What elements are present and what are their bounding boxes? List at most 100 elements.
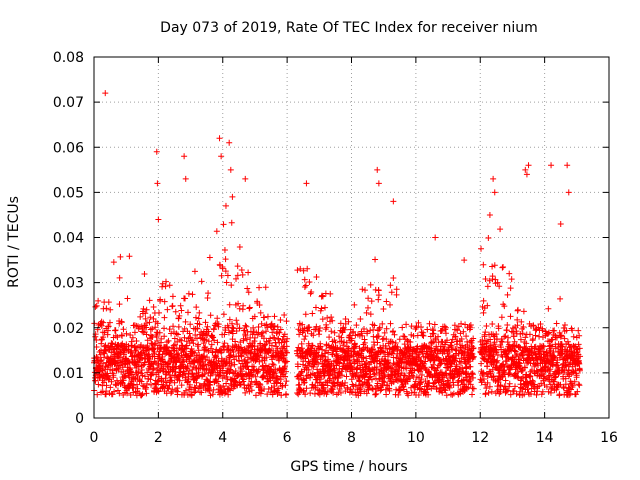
data-point <box>533 391 540 398</box>
data-point <box>189 291 196 298</box>
data-point <box>263 328 270 335</box>
data-point <box>497 388 504 395</box>
data-point <box>538 391 545 398</box>
data-point <box>309 310 316 317</box>
data-point <box>492 346 499 353</box>
data-point <box>251 338 258 345</box>
data-point <box>379 320 386 327</box>
data-point <box>171 335 178 342</box>
data-point <box>272 378 279 385</box>
data-point <box>519 385 526 392</box>
data-point <box>516 356 523 363</box>
data-point <box>158 344 165 351</box>
data-point <box>182 374 189 381</box>
data-point <box>263 354 270 361</box>
data-point <box>248 378 255 385</box>
data-point <box>283 378 290 385</box>
data-point <box>260 335 267 342</box>
data-point <box>247 383 254 390</box>
data-point <box>130 384 137 391</box>
data-point <box>487 336 494 343</box>
data-point <box>525 162 532 169</box>
data-point <box>418 376 425 383</box>
data-point <box>452 333 459 340</box>
x-tick-label: 4 <box>218 430 227 446</box>
data-point <box>143 324 150 331</box>
data-point <box>222 268 229 275</box>
data-point <box>227 352 234 359</box>
data-point <box>231 356 238 363</box>
data-point <box>480 261 487 268</box>
data-point <box>189 336 196 343</box>
data-point <box>439 389 446 396</box>
data-point <box>142 386 149 393</box>
data-point <box>353 343 360 350</box>
data-point <box>379 348 386 355</box>
data-point <box>275 385 282 392</box>
data-point <box>338 383 345 390</box>
data-point <box>485 235 492 242</box>
data-point <box>341 339 348 346</box>
data-point <box>387 320 394 327</box>
data-point <box>316 324 323 331</box>
data-point <box>209 391 216 398</box>
data-point <box>533 367 540 374</box>
data-point <box>430 330 437 337</box>
data-point <box>367 281 374 288</box>
data-point <box>507 285 514 292</box>
data-point <box>512 383 519 390</box>
data-point <box>170 347 177 354</box>
data-point <box>555 370 562 377</box>
data-point <box>319 293 326 300</box>
data-point <box>506 383 513 390</box>
data-point <box>169 293 176 300</box>
data-point <box>223 279 230 286</box>
data-point <box>467 381 474 388</box>
data-point <box>167 374 174 381</box>
data-point <box>116 390 123 397</box>
data-point <box>271 323 278 330</box>
data-point <box>481 305 488 312</box>
data-point <box>553 320 560 327</box>
data-point <box>328 314 335 321</box>
data-point <box>375 296 382 303</box>
data-point <box>462 321 469 328</box>
data-point <box>302 311 309 318</box>
data-point <box>405 392 412 399</box>
data-point <box>269 360 276 367</box>
data-point <box>229 193 236 200</box>
data-point <box>246 304 253 311</box>
data-point <box>488 348 495 355</box>
data-point <box>507 371 514 378</box>
data-point <box>233 317 240 324</box>
data-point <box>365 295 372 302</box>
data-point <box>312 304 319 311</box>
data-point <box>381 379 388 386</box>
data-point <box>357 315 364 322</box>
x-tick-label: 2 <box>154 430 163 446</box>
y-tick-label: 0.06 <box>53 140 84 156</box>
data-point <box>196 309 203 316</box>
data-point <box>571 378 578 385</box>
data-point <box>301 336 308 343</box>
data-point <box>575 341 582 348</box>
data-point <box>302 391 309 398</box>
data-point <box>163 379 170 386</box>
data-point <box>102 348 109 355</box>
data-point <box>510 387 517 394</box>
data-point <box>575 381 582 388</box>
data-point <box>240 335 247 342</box>
data-point <box>547 381 554 388</box>
data-point <box>229 330 236 337</box>
data-point <box>358 358 365 365</box>
data-point <box>203 337 210 344</box>
data-point <box>281 331 288 338</box>
data-point <box>188 386 195 393</box>
data-point <box>435 333 442 340</box>
data-point <box>362 287 369 294</box>
data-point <box>514 373 521 380</box>
data-point <box>146 353 153 360</box>
data-point <box>503 388 510 395</box>
data-point <box>171 379 178 386</box>
data-point <box>213 228 220 235</box>
